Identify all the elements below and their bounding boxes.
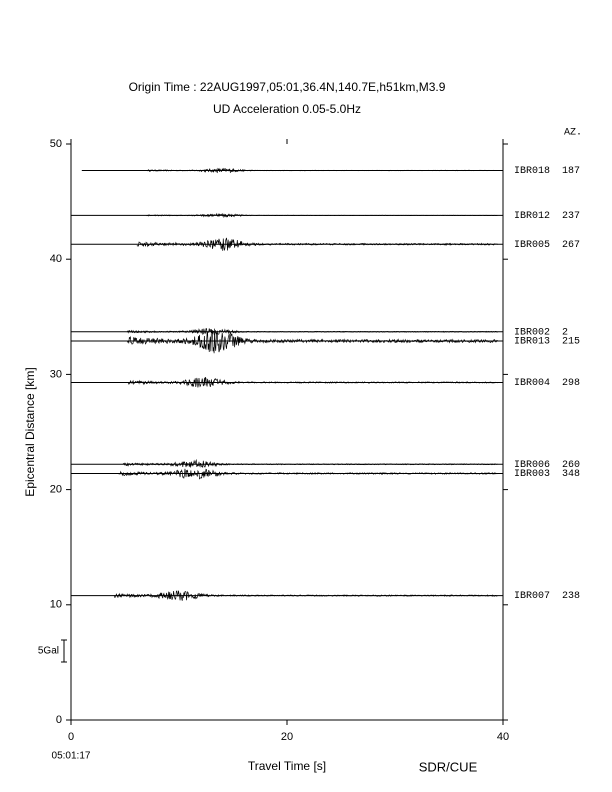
x-tick-label: 0 [68, 731, 74, 743]
station-name: IBR004 [514, 378, 550, 389]
y-tick-label: 20 [50, 484, 62, 496]
waveform [147, 167, 498, 174]
chart-title: Origin Time : 22AUG1997,05:01,36.4N,140.… [129, 80, 446, 94]
station-name: IBR002 [514, 327, 550, 338]
station-name: IBR003 [514, 469, 550, 480]
station-name: IBR006 [514, 460, 550, 471]
station-azimuth: 187 [562, 166, 580, 177]
station-name: IBR007 [514, 591, 550, 602]
y-tick-label: 0 [56, 714, 62, 726]
station-azimuth: 260 [562, 460, 580, 471]
y-tick-label: 30 [50, 368, 62, 380]
time-origin: 05:01:17 [52, 751, 91, 762]
x-axis-label: Travel Time [s] [248, 759, 326, 773]
y-axis-label: Epicentral Distance [km] [23, 367, 37, 496]
y-tick-label: 50 [50, 138, 62, 150]
station-azimuth: 2 [562, 327, 568, 338]
scale-label: 5Gal [38, 646, 59, 657]
x-tick-label: 40 [497, 731, 509, 743]
y-tick-label: 40 [50, 253, 62, 265]
station-azimuth: 348 [562, 469, 580, 480]
waveform [118, 468, 498, 480]
station-name: IBR013 [514, 337, 550, 348]
waveform [122, 458, 498, 468]
station-azimuth: 215 [562, 337, 580, 348]
chart-subtitle: UD Acceleration 0.05-5.0Hz [213, 102, 361, 116]
station-name: IBR018 [514, 166, 550, 177]
waveform [126, 328, 498, 354]
azimuth-header: AZ. [564, 128, 582, 139]
station-azimuth: 238 [562, 591, 580, 602]
waveform [136, 237, 498, 251]
station-azimuth: 298 [562, 378, 580, 389]
station-azimuth: 267 [562, 240, 580, 251]
x-tick-label: 20 [281, 731, 293, 743]
y-tick-label: 10 [50, 599, 62, 611]
waveform [127, 377, 498, 388]
station-name: IBR012 [514, 211, 550, 222]
station-name: IBR005 [514, 240, 550, 251]
waveform [113, 590, 498, 601]
waveform [126, 328, 498, 337]
waveform [146, 212, 498, 219]
station-azimuth: 237 [562, 211, 580, 222]
credit: SDR/CUE [419, 759, 478, 774]
